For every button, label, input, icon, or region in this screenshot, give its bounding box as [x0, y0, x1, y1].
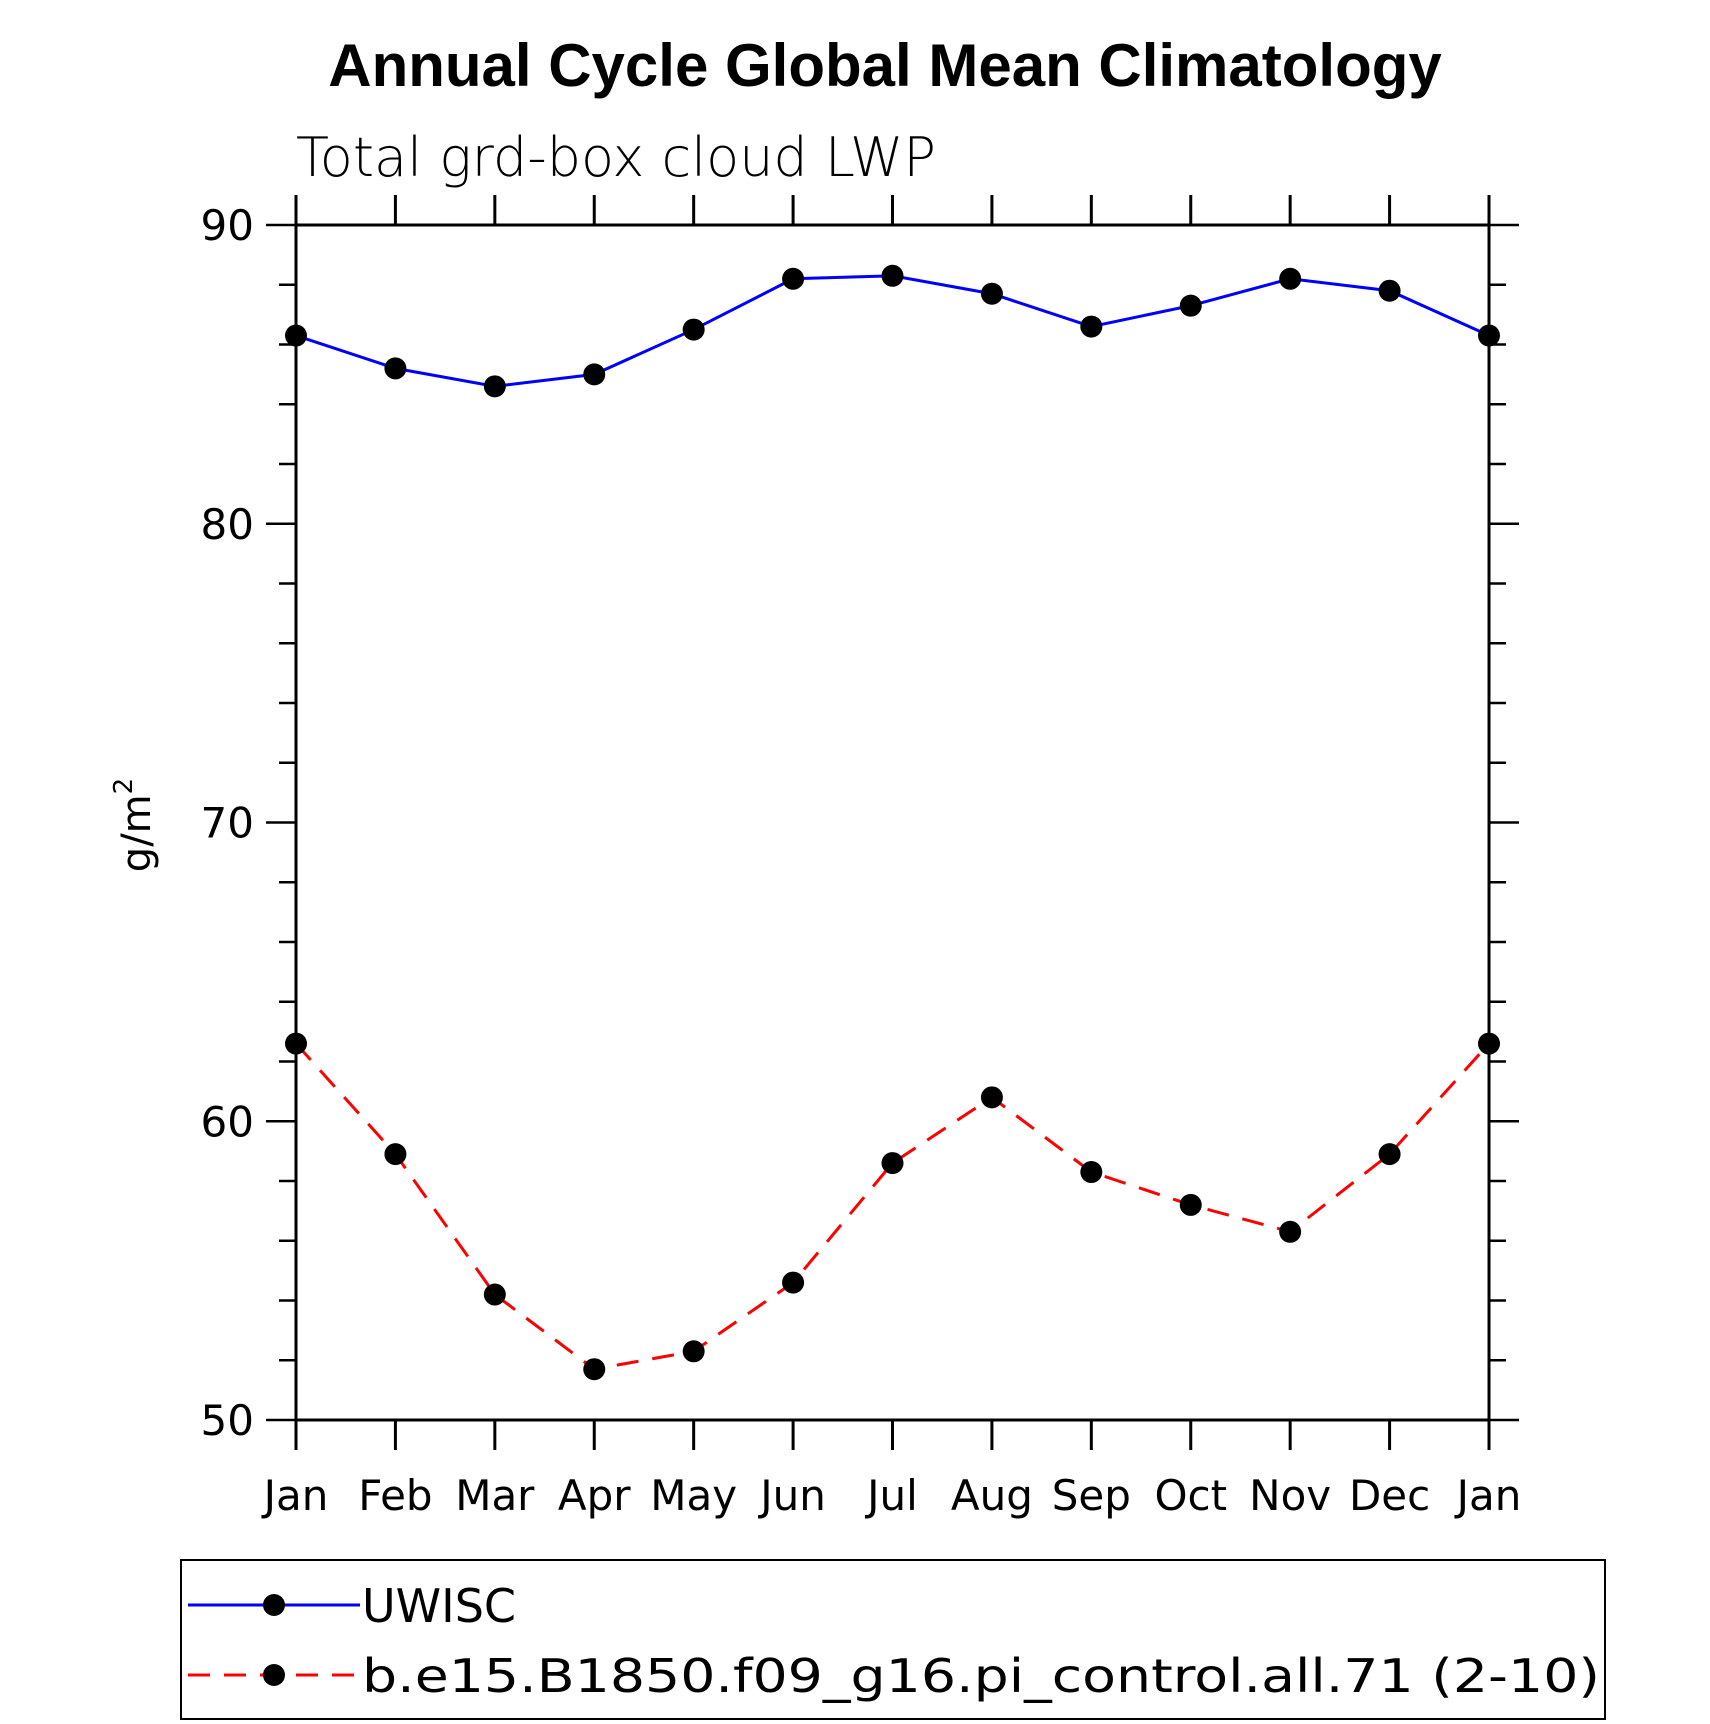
data-point-series-1	[881, 1152, 904, 1175]
x-tick-label: Nov	[1249, 1471, 1331, 1520]
x-tick-label: Jan	[261, 1471, 329, 1520]
y-tick-label: 90	[201, 201, 254, 250]
y-tick-label: 80	[201, 500, 254, 549]
series-lines	[294, 274, 1491, 1371]
data-point-series-0	[583, 363, 606, 386]
data-point-series-1	[583, 1358, 606, 1381]
data-point-series-0	[1179, 294, 1202, 317]
data-point-series-0	[682, 318, 705, 341]
data-point-series-1	[1080, 1161, 1103, 1184]
plot-frame	[294, 223, 1491, 1422]
data-point-series-0	[384, 357, 407, 380]
y-tick-label: 60	[201, 1097, 254, 1146]
data-point-series-1	[483, 1283, 506, 1306]
x-tick-labels: Jan Feb Mar Apr May Jun Jul Aug Sep Oct Nov Dec Jan	[261, 1471, 1522, 1520]
legend: UWISC b.e15.B1850.f09_g16.pi_control.all…	[180, 1559, 1606, 1720]
data-point-series-1	[1378, 1143, 1401, 1166]
data-point-series-0	[782, 267, 805, 290]
data-point-series-0	[1478, 324, 1500, 347]
data-point-series-0	[980, 282, 1003, 305]
axis-ticks	[266, 195, 1519, 1450]
data-point-series-0	[1080, 315, 1103, 338]
x-tick-label: Feb	[358, 1471, 432, 1520]
data-point-series-1	[980, 1086, 1003, 1109]
series-line-1	[294, 1042, 1491, 1371]
data-point-series-0	[285, 324, 307, 347]
x-tick-label: Jan	[1454, 1471, 1522, 1520]
data-point-series-1	[782, 1271, 805, 1294]
data-point-series-0	[1279, 267, 1302, 290]
data-point-series-1	[1478, 1032, 1500, 1055]
data-point-series-0	[1378, 279, 1401, 302]
series-markers	[285, 264, 1500, 1381]
data-point-series-1	[384, 1143, 407, 1166]
y-axis-label: g/m2	[109, 778, 160, 872]
data-point-series-1	[1179, 1193, 1202, 1216]
legend-marker-control	[263, 1664, 285, 1686]
data-point-series-0	[881, 264, 904, 287]
y-tick-label: 70	[201, 799, 254, 848]
x-tick-label: Sep	[1052, 1471, 1131, 1520]
data-point-series-1	[682, 1340, 705, 1363]
x-tick-label: Oct	[1154, 1471, 1227, 1520]
legend-box	[180, 1559, 1606, 1720]
y-axis-label-base: g/m	[114, 794, 160, 872]
y-tick-label: 50	[201, 1396, 254, 1445]
x-tick-label: Aug	[951, 1471, 1033, 1520]
svg-text:g/m2: g/m2	[109, 778, 160, 872]
x-tick-label: May	[650, 1471, 737, 1520]
legend-label-control: b.e15.B1850.f09_g16.pi_control.all.71 (2…	[362, 1649, 1600, 1703]
data-point-series-0	[483, 375, 506, 398]
data-point-series-1	[1279, 1220, 1302, 1243]
x-tick-label: Dec	[1349, 1471, 1430, 1520]
x-tick-label: Apr	[558, 1471, 631, 1520]
legend-marker-uwisc	[263, 1594, 285, 1616]
chart-subtitle: Total grd-box cloud LWP	[296, 126, 936, 189]
x-tick-label: Jul	[864, 1471, 918, 1520]
series-line-0	[295, 274, 1490, 388]
legend-label-uwisc: UWISC	[362, 1579, 516, 1633]
y-axis-label-superscript: 2	[109, 778, 139, 795]
x-tick-label: Mar	[455, 1471, 535, 1520]
data-point-series-1	[285, 1032, 307, 1055]
y-tick-labels: 50 60 70 80 90	[201, 201, 254, 1445]
x-tick-label: Jun	[757, 1471, 826, 1520]
chart-title: Annual Cycle Global Mean Climatology	[328, 32, 1442, 99]
